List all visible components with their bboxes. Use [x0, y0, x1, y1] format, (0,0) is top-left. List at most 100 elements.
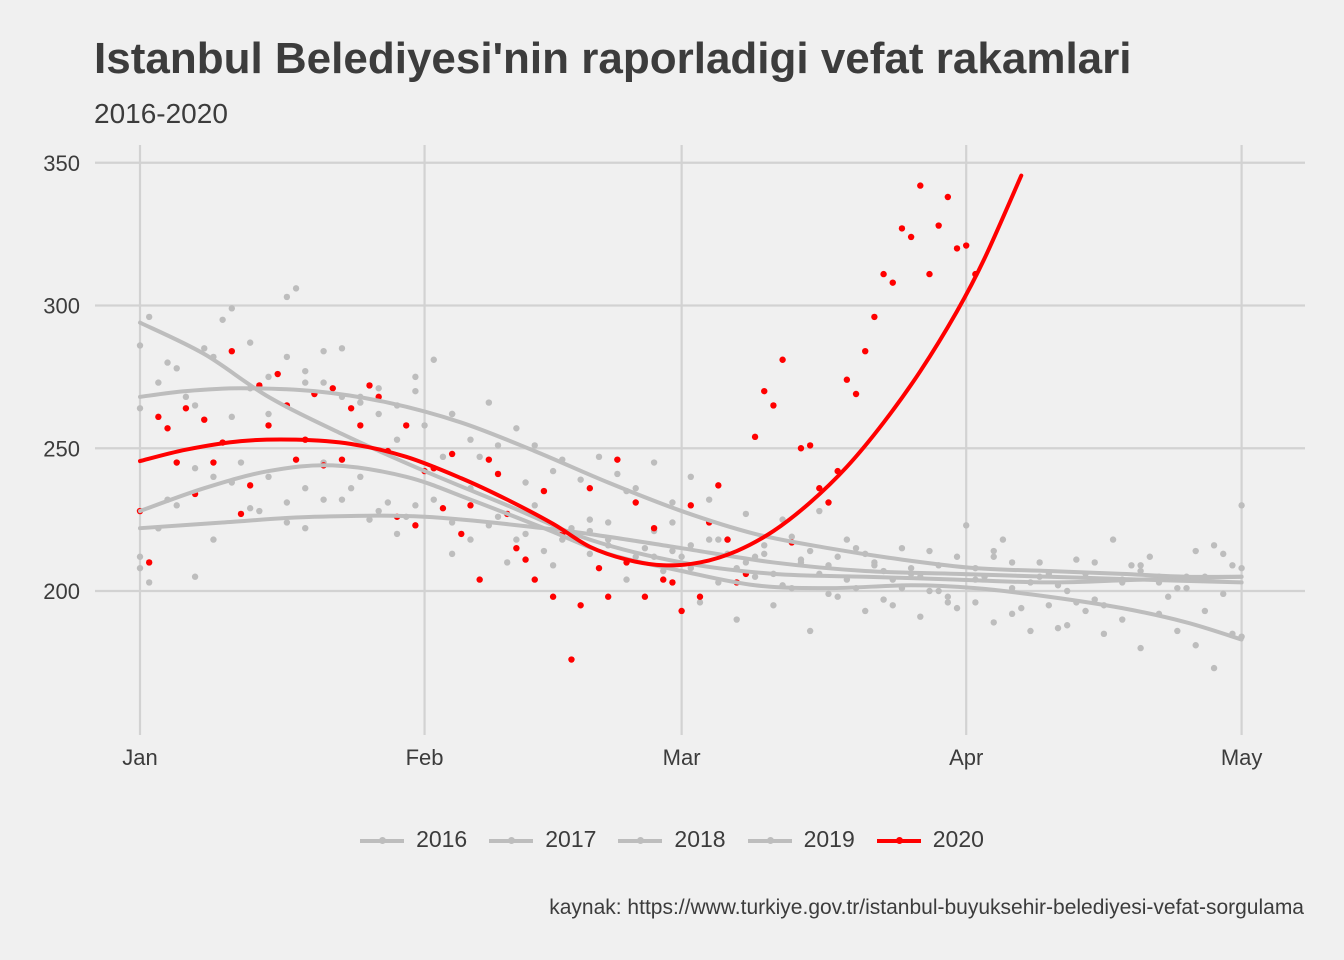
- data-point: [320, 379, 327, 386]
- data-point: [816, 507, 823, 515]
- data-point: [246, 505, 254, 512]
- data-point: [1109, 536, 1117, 543]
- data-point: [265, 410, 272, 418]
- data-point: [347, 405, 355, 412]
- data-point: [191, 465, 199, 472]
- data-point: [302, 524, 309, 532]
- data-point: [963, 522, 970, 529]
- data-point: [650, 459, 658, 466]
- x-tick-label: Mar: [663, 745, 701, 770]
- data-point: [1146, 553, 1154, 560]
- data-point: [687, 473, 694, 480]
- data-point: [1174, 627, 1181, 635]
- data-point: [687, 502, 694, 509]
- data-point: [632, 499, 639, 506]
- data-point: [862, 347, 869, 355]
- legend-label: 2017: [545, 826, 597, 852]
- data-point: [1137, 562, 1144, 569]
- data-point: [825, 499, 832, 506]
- data-point: [375, 507, 382, 515]
- data-point: [834, 553, 841, 560]
- data-point: [715, 482, 722, 489]
- data-point: [788, 533, 795, 540]
- data-point: [357, 399, 364, 406]
- data-point: [678, 553, 685, 560]
- data-point: [797, 445, 805, 452]
- data-point: [210, 536, 217, 543]
- data-point: [136, 342, 144, 349]
- data-point: [549, 467, 557, 475]
- data-point: [806, 627, 814, 635]
- data-point: [1054, 624, 1062, 632]
- data-point: [1210, 542, 1218, 549]
- data-point: [421, 422, 428, 429]
- data-point: [1174, 584, 1181, 592]
- data-point: [1063, 587, 1071, 595]
- data-point: [568, 656, 575, 663]
- data-point: [770, 402, 777, 409]
- data-point: [145, 559, 153, 566]
- source-caption: kaynak: https://www.turkiye.gov.tr/istan…: [549, 896, 1304, 919]
- data-point: [990, 553, 997, 560]
- data-point: [577, 602, 584, 609]
- data-point: [1238, 502, 1245, 509]
- data-point: [274, 370, 281, 378]
- data-point: [164, 425, 171, 432]
- data-point: [623, 576, 630, 583]
- data-point: [1008, 610, 1016, 618]
- data-point: [292, 456, 300, 463]
- data-point: [972, 599, 979, 606]
- data-point: [898, 544, 906, 552]
- data-point: [246, 339, 254, 346]
- data-point: [1183, 584, 1190, 592]
- data-point: [1063, 622, 1071, 629]
- trend-line-2016: [138, 513, 1244, 585]
- data-point: [412, 373, 419, 381]
- data-point: [439, 505, 447, 512]
- data-point: [329, 385, 336, 392]
- data-point: [898, 225, 906, 232]
- data-point: [256, 507, 263, 515]
- data-point: [843, 536, 851, 543]
- series-2019: [136, 347, 1245, 632]
- data-point: [540, 547, 548, 555]
- data-point: [705, 496, 713, 503]
- data-point: [586, 485, 594, 492]
- data-point: [384, 499, 392, 506]
- data-point: [696, 593, 704, 600]
- data-point: [366, 516, 373, 523]
- legend-key: [618, 828, 663, 852]
- x-tick-label: Jan: [122, 745, 157, 770]
- data-point: [1192, 642, 1199, 649]
- data-point: [173, 365, 180, 372]
- data-point: [439, 453, 447, 461]
- data-point: [862, 607, 869, 615]
- data-point: [458, 530, 465, 538]
- data-point: [412, 522, 419, 529]
- data-point: [650, 524, 658, 532]
- data-point: [907, 233, 915, 241]
- data-point: [210, 459, 217, 466]
- y-tick-label: 200: [43, 579, 80, 604]
- data-point: [669, 579, 676, 586]
- data-point: [678, 607, 685, 615]
- data-point: [219, 316, 226, 323]
- data-point: [770, 602, 777, 609]
- x-tick-label: Apr: [949, 745, 983, 770]
- data-point: [191, 573, 199, 580]
- data-point: [687, 564, 694, 572]
- data-point: [375, 410, 382, 418]
- data-point: [963, 242, 970, 249]
- data-point: [173, 459, 180, 466]
- data-point: [944, 193, 952, 201]
- data-point: [145, 579, 153, 586]
- data-point: [687, 542, 694, 549]
- data-point: [614, 470, 621, 478]
- legend-item-2020: 2020: [876, 826, 984, 853]
- data-point: [953, 553, 961, 560]
- data-point: [953, 604, 961, 612]
- data-point: [1008, 559, 1016, 566]
- data-point: [669, 519, 676, 526]
- data-point: [228, 347, 235, 355]
- legend-label: 2019: [803, 826, 855, 852]
